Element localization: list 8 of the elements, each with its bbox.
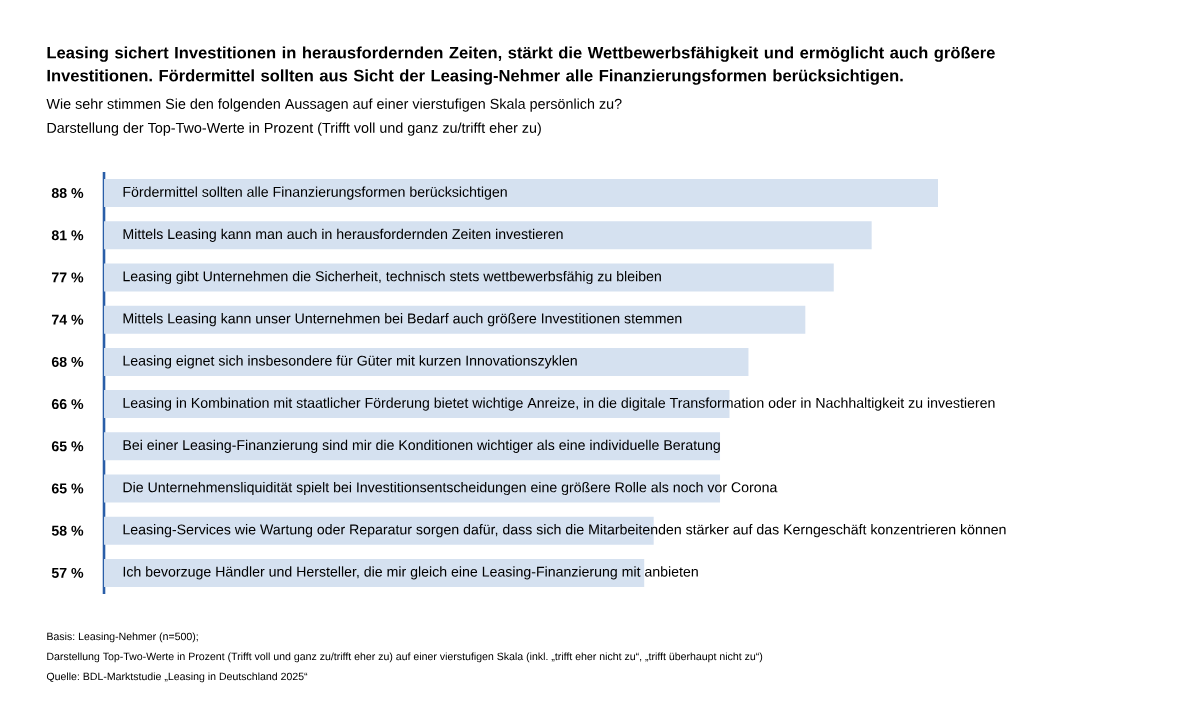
bar bbox=[104, 305, 806, 334]
bar bbox=[104, 347, 749, 376]
bar bbox=[104, 179, 939, 208]
bar bbox=[104, 558, 645, 587]
bar bbox=[104, 221, 872, 250]
bar bbox=[104, 263, 834, 292]
bar bbox=[104, 432, 721, 461]
chart-title: Leasing sichert Investitionen in herausfordernden Zeiten, stärkt die Wettbewerbsfähigkeit und ermöglicht auch größere Investitionen. Fördermittel sollten aus Sicht der Leasing-Nehmer alle Finanzierungsformen berücksichtigen. bbox=[47, 46, 995, 85]
